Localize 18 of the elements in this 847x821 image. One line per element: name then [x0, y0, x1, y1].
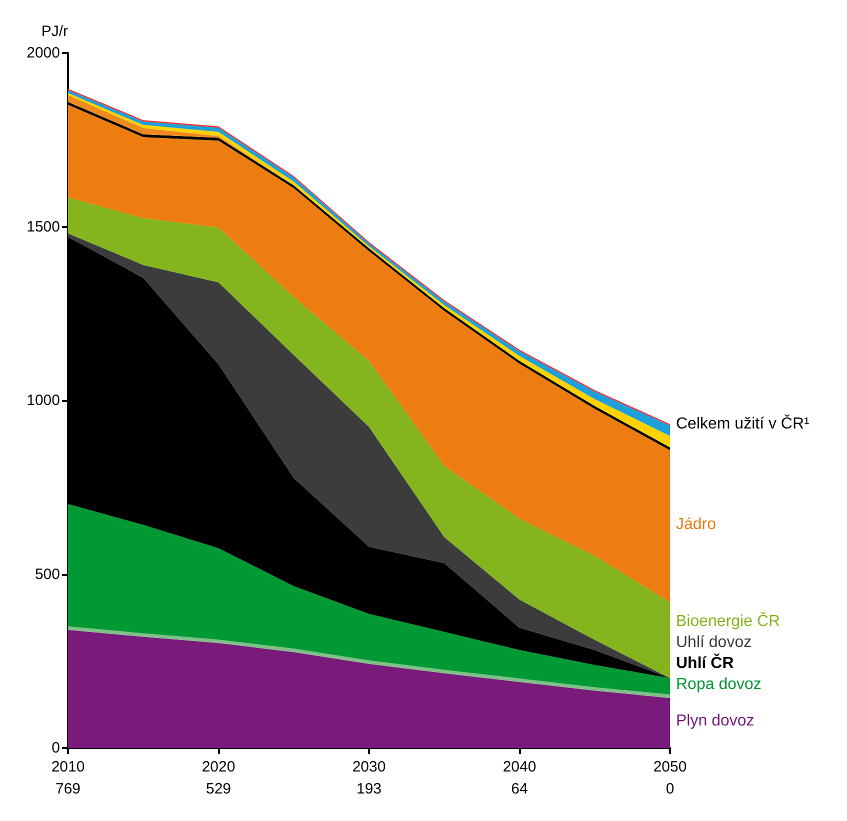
series-label: Bioenergie ČR — [676, 612, 780, 630]
x-tick-label: 2030 193 — [352, 758, 386, 798]
series-label: Ropa dovoz — [676, 676, 762, 693]
y-tick-label: 500 — [34, 566, 60, 583]
text: Celkem užití v ČR¹ — [676, 414, 810, 433]
x-tick-label: 2040 64 — [502, 758, 536, 798]
y-tick-label: 2000 — [26, 44, 60, 62]
series-label: Uhlí dovoz — [676, 634, 752, 651]
series-label: Plyn dovoz — [676, 712, 754, 730]
y-tick-label: 1000 — [26, 392, 60, 409]
y-axis-title: PJ/r — [41, 23, 68, 40]
series-label: Uhlí ČR — [676, 652, 734, 672]
x-tick-label: 2020 529 — [202, 758, 236, 798]
y-tick-label: 0 — [52, 740, 60, 756]
y-tick-label: 1500 — [26, 218, 60, 236]
x-tick-label: 2010 769 — [51, 758, 85, 798]
series-label: Jádro — [676, 516, 716, 533]
x-tick-label: 2050 0 — [653, 758, 687, 798]
